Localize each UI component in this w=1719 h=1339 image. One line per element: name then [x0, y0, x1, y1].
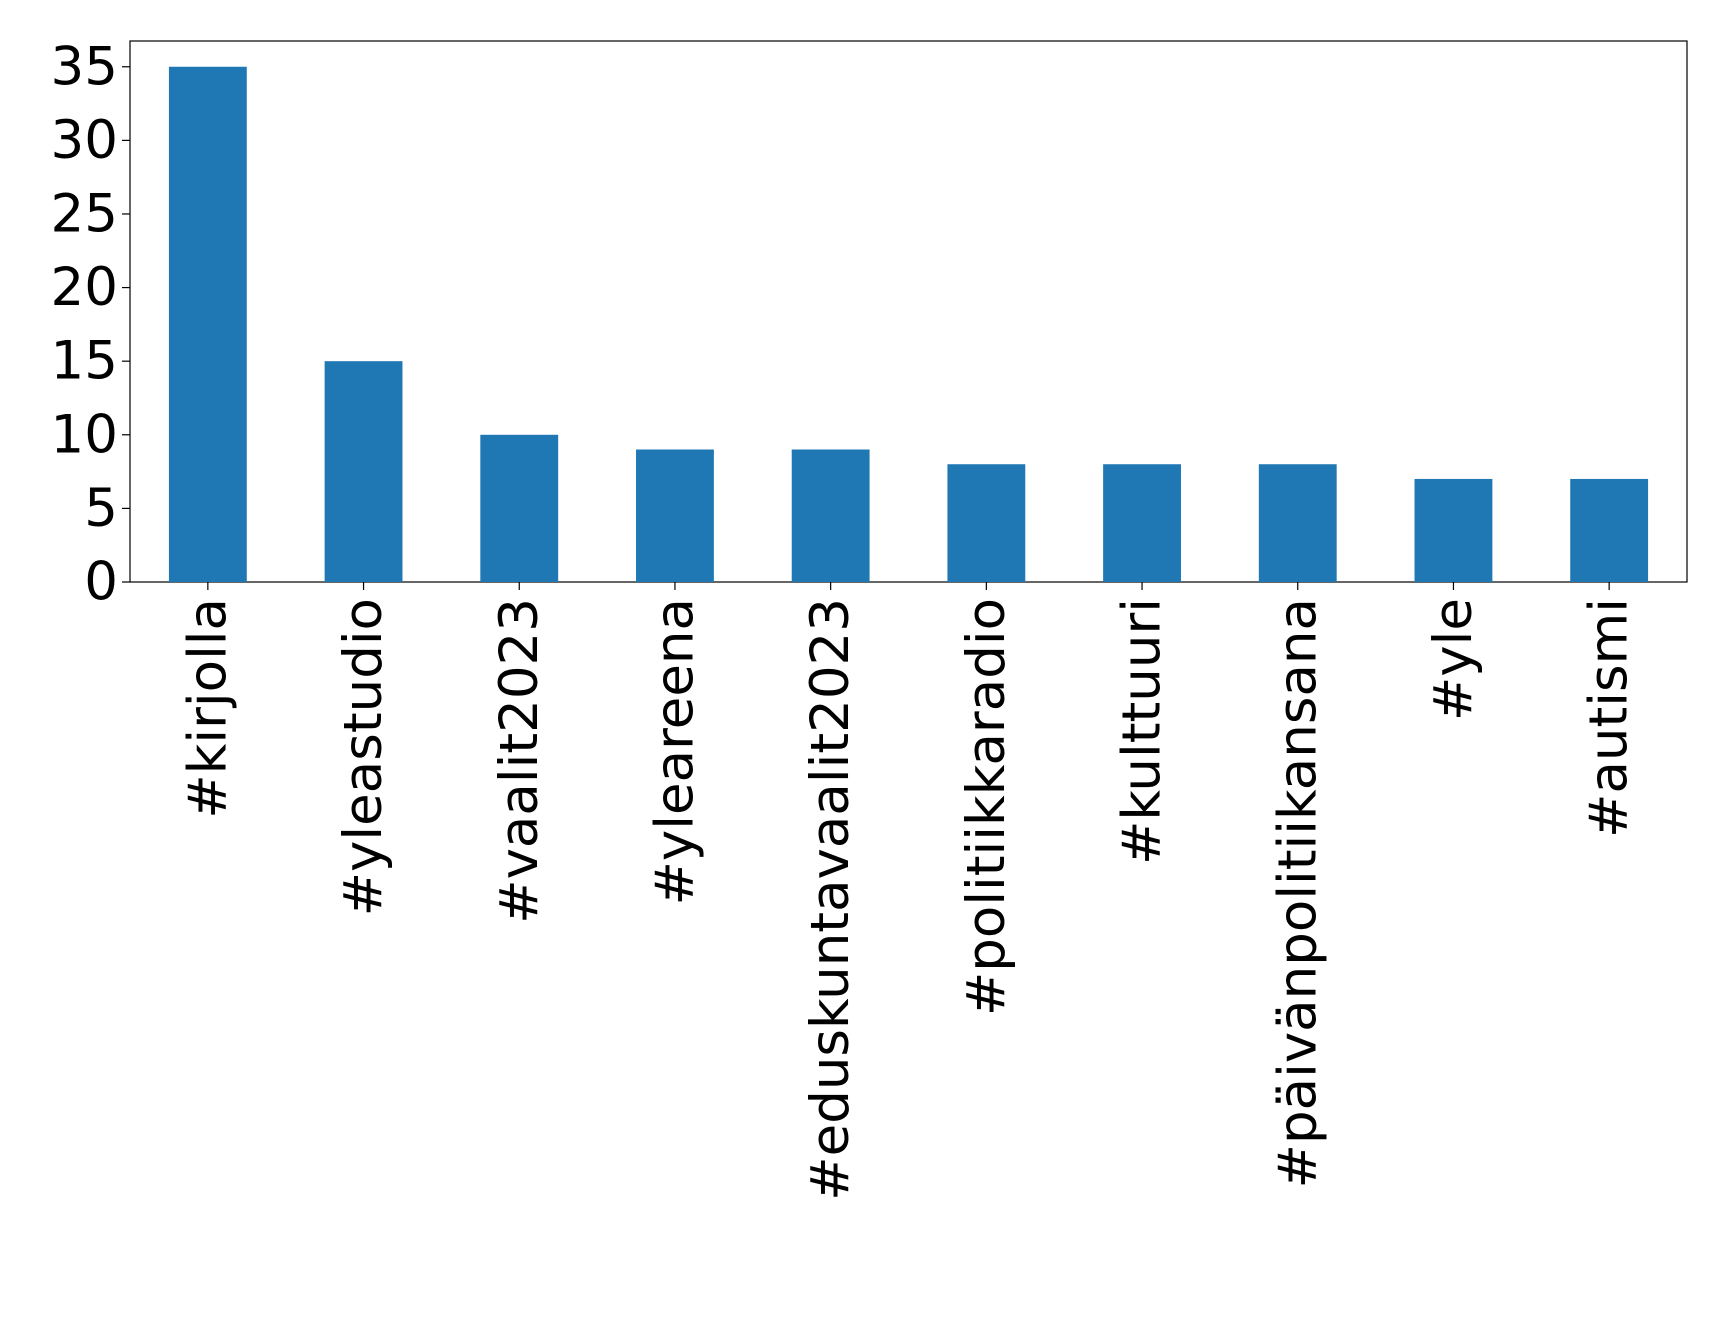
x-tick-label: #yle [1423, 598, 1484, 721]
x-tick-label: #autismi [1579, 598, 1640, 838]
y-tick-label: 25 [51, 183, 118, 244]
y-tick-label: 35 [51, 36, 118, 97]
x-tick-label: #politiikkaradio [956, 598, 1017, 1016]
bar [636, 449, 714, 582]
bar [1570, 478, 1649, 582]
y-tick-label: 5 [84, 478, 118, 539]
y-tick-label: 20 [51, 257, 118, 318]
x-tick-label: #päivänpolitiikansana [1267, 598, 1328, 1188]
bar [480, 434, 559, 582]
y-tick-label: 10 [51, 404, 118, 465]
y-tick-label: 0 [84, 552, 118, 613]
x-tick-label: #kirjolla [177, 598, 238, 819]
x-tick-label: #yleastudio [333, 598, 394, 916]
bar [947, 464, 1026, 582]
bar [168, 66, 247, 582]
bar [791, 449, 870, 582]
x-tick-label: #eduskuntavaalit2023 [800, 598, 861, 1201]
bar [1414, 478, 1493, 582]
x-tick-label: #vaalit2023 [489, 598, 550, 924]
bar [1258, 464, 1337, 582]
plot-frame [129, 40, 1688, 583]
bar [1103, 464, 1181, 582]
x-tick-label: #yleareena [644, 598, 705, 906]
x-tick-label: #kulttuuri [1112, 598, 1173, 865]
y-tick-label: 15 [51, 331, 118, 392]
y-tick-label: 30 [51, 110, 118, 171]
bar [324, 361, 403, 582]
